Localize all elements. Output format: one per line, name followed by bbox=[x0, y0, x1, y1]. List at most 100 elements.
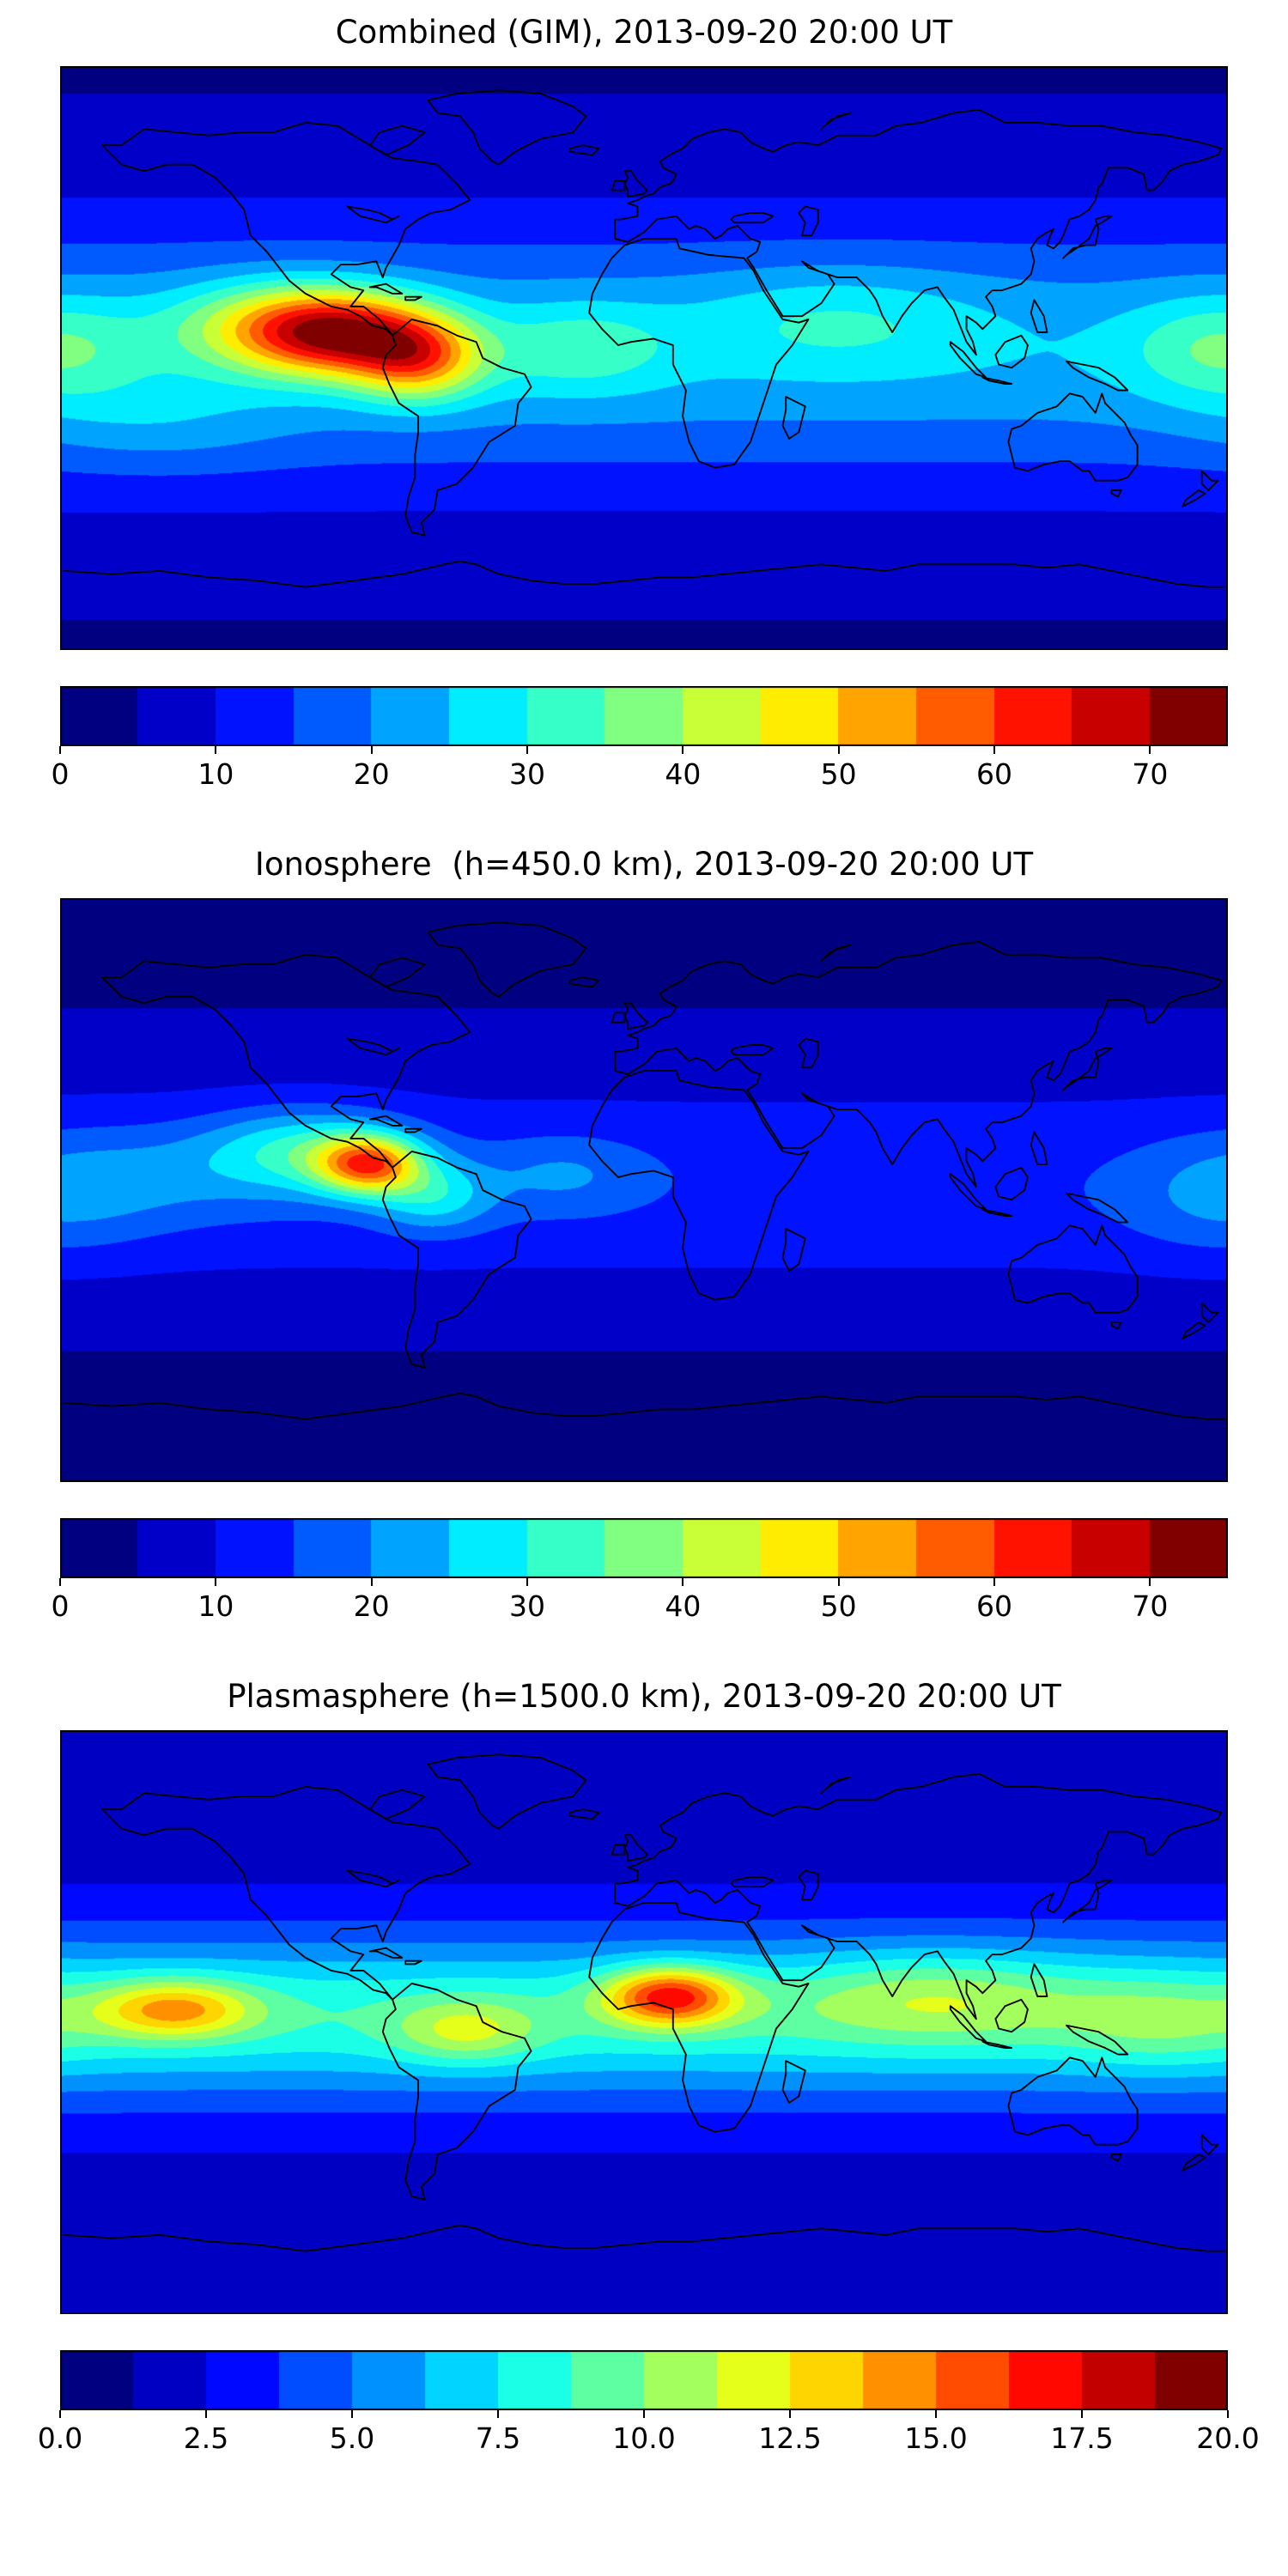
coastline-path bbox=[368, 1115, 404, 1127]
colorbar-tick-mark bbox=[789, 2410, 791, 2418]
coastline-path bbox=[427, 921, 587, 998]
coastline-path bbox=[623, 1002, 648, 1030]
colorbar-tick-mark bbox=[1149, 746, 1151, 754]
colorbar-tick-label: 10 bbox=[197, 1589, 234, 1623]
coastline-path bbox=[781, 2060, 806, 2104]
coastline-path bbox=[781, 1228, 806, 1272]
map-combined bbox=[60, 66, 1228, 650]
coastline-path bbox=[427, 89, 587, 166]
coastline-path bbox=[404, 295, 422, 301]
colorbar-tick-mark bbox=[643, 2410, 645, 2418]
coastline-path bbox=[346, 1869, 400, 1888]
colorbar-tick-labels-plasmasphere: 0.0 2.5 5.0 7.5 10.0 12.5 15.0 17.5 20.0 bbox=[38, 2410, 1260, 2462]
coastline-path bbox=[1007, 392, 1139, 482]
colorbar-tick-mark bbox=[205, 2410, 207, 2418]
coastlines-overlay bbox=[63, 921, 1225, 1420]
coastline-path bbox=[781, 396, 806, 440]
coastline-path bbox=[614, 108, 1223, 356]
colorbar-tick-mark bbox=[351, 2410, 353, 2418]
colorbar-tick-mark bbox=[837, 746, 840, 754]
coastline-path bbox=[1182, 489, 1206, 507]
colorbar-tick-mark bbox=[1081, 2410, 1083, 2418]
coastline-path bbox=[404, 1127, 422, 1133]
coastline-path bbox=[1110, 2154, 1122, 2162]
colorbar-tick-mark bbox=[215, 1578, 217, 1586]
coastline-path bbox=[63, 560, 1225, 588]
figure-title-combined: Combined (GIM), 2013-09-20 20:00 UT bbox=[335, 14, 953, 51]
coastline-path bbox=[820, 1776, 852, 1795]
colorbar-tick-mark bbox=[682, 746, 684, 754]
coastline-path bbox=[623, 1834, 648, 1862]
colorbar-tick-mark bbox=[526, 1578, 528, 1586]
coastline-path bbox=[614, 940, 1223, 1188]
coastline-path bbox=[1062, 215, 1113, 259]
coastline-path bbox=[427, 1753, 587, 1830]
colorbar-tick-label: 40 bbox=[665, 1589, 702, 1623]
colorbar-tick-mark bbox=[1149, 1578, 1151, 1586]
coastline-path bbox=[368, 1789, 426, 1820]
coastline-path bbox=[404, 1959, 422, 1965]
coastline-path bbox=[346, 1037, 400, 1056]
coastline-path bbox=[994, 1998, 1029, 2033]
coastline-path bbox=[949, 341, 987, 379]
coastline-path bbox=[798, 1037, 819, 1069]
coastline-path bbox=[1200, 470, 1219, 491]
panel-plasmasphere: Plasmasphere (h=1500.0 km), 2013-09-20 2… bbox=[38, 1678, 1260, 2462]
coastline-path bbox=[101, 121, 471, 337]
coastline-path bbox=[1110, 489, 1122, 498]
colorbar-tick-mark bbox=[59, 746, 61, 754]
map-plasmasphere bbox=[60, 1730, 1228, 2314]
colorbar-tick-label: 20 bbox=[353, 757, 390, 791]
coastline-path bbox=[346, 205, 400, 224]
colorbar-tick-mark bbox=[837, 1578, 840, 1586]
colorbar-ionosphere bbox=[60, 1518, 1228, 1578]
coastline-path bbox=[63, 2224, 1225, 2252]
colorbar-tick-label: 40 bbox=[665, 757, 702, 791]
colorbar-tick-label: 2.5 bbox=[183, 2421, 229, 2455]
coastline-path bbox=[1030, 1131, 1048, 1165]
tec-map-canvas-plasmasphere bbox=[62, 1732, 1226, 2312]
colorbar-canvas bbox=[60, 2350, 1228, 2410]
coastline-path bbox=[588, 238, 810, 469]
colorbar-tick-label: 50 bbox=[820, 1589, 857, 1623]
colorbar-tick-mark bbox=[59, 2410, 61, 2418]
colorbar-tick-mark bbox=[526, 746, 528, 754]
coastline-path bbox=[588, 1902, 810, 2133]
colorbar-tick-label: 7.5 bbox=[475, 2421, 521, 2455]
coastline-path bbox=[63, 1392, 1225, 1420]
coastline-path bbox=[798, 1869, 819, 1901]
coastline-path bbox=[568, 1808, 600, 1820]
colorbar-tick-label: 60 bbox=[976, 1589, 1012, 1623]
coastline-path bbox=[1200, 1302, 1219, 1323]
map-ionosphere bbox=[60, 898, 1228, 1482]
coastline-path bbox=[381, 1150, 532, 1369]
colorbar-tick-mark bbox=[1227, 2410, 1229, 2418]
coastline-path bbox=[611, 179, 626, 191]
coastline-path bbox=[981, 376, 1013, 385]
tec-map-canvas-combined bbox=[62, 68, 1226, 648]
coastline-path bbox=[1182, 2154, 1206, 2172]
coastline-path bbox=[1062, 1047, 1113, 1091]
colorbar-tick-label: 12.5 bbox=[758, 2421, 822, 2455]
coastline-path bbox=[381, 1982, 532, 2201]
colorbar-combined bbox=[60, 686, 1228, 746]
coastline-path bbox=[1007, 2057, 1139, 2146]
colorbar-tick-mark bbox=[59, 1578, 61, 1586]
coastline-path bbox=[798, 205, 819, 237]
coastline-path bbox=[1007, 1224, 1139, 1314]
colorbar-tick-label: 70 bbox=[1132, 1589, 1169, 1623]
coastline-path bbox=[368, 283, 404, 295]
coastlines-overlay bbox=[63, 1753, 1225, 2252]
colorbar-tick-mark bbox=[215, 746, 217, 754]
colorbar-plasmasphere bbox=[60, 2350, 1228, 2410]
coastline-path bbox=[994, 1166, 1029, 1201]
colorbar-tick-label: 70 bbox=[1132, 757, 1169, 791]
tec-map-canvas-ionosphere bbox=[62, 900, 1226, 1480]
coastline-path bbox=[730, 212, 775, 224]
coastline-path bbox=[588, 1070, 810, 1301]
colorbar-tick-label: 30 bbox=[509, 757, 545, 791]
coastline-path bbox=[981, 1208, 1013, 1217]
coastline-path bbox=[614, 1772, 1223, 2020]
colorbar-tick-label: 5.0 bbox=[329, 2421, 375, 2455]
colorbar-tick-label: 0 bbox=[51, 757, 70, 791]
